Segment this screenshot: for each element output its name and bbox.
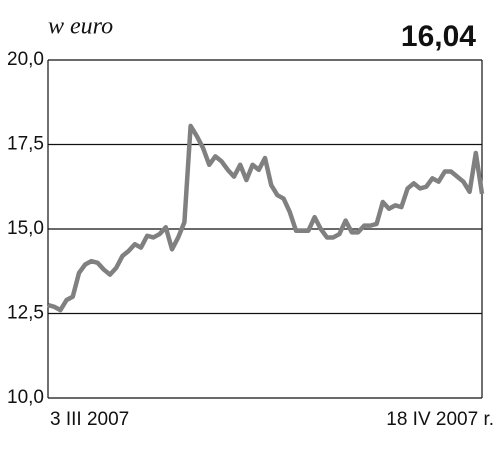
y-tick-label: 20,0 — [7, 49, 44, 70]
price-line — [47, 123, 485, 313]
y-tick-label: 10,0 — [7, 387, 44, 408]
current-value: 16,04 — [401, 20, 476, 53]
x-tick-label: 18 IV 2007 r. — [386, 409, 494, 430]
y-tick-label: 15,0 — [7, 218, 44, 239]
y-tick-label: 12,5 — [7, 303, 44, 324]
x-tick-label: 3 III 2007 — [50, 409, 129, 430]
chart-title: w euro — [48, 14, 113, 40]
y-tick-label: 17,5 — [7, 134, 44, 155]
